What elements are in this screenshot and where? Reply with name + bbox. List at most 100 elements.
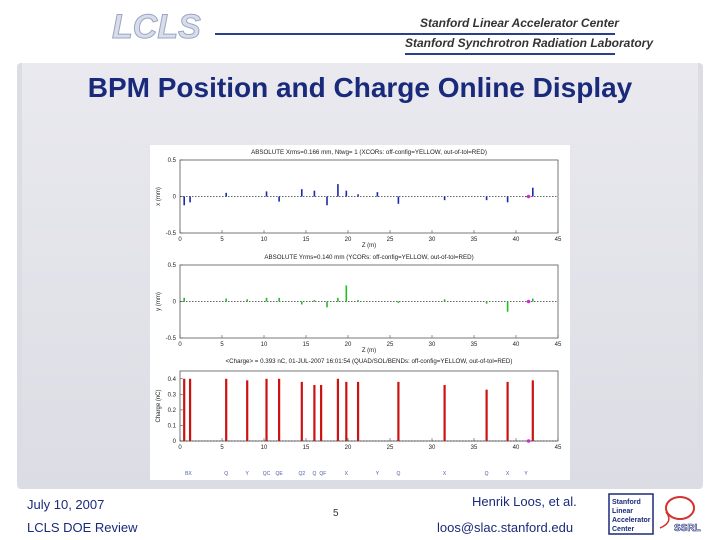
x-tick-label: 45 bbox=[555, 342, 562, 348]
x-tick-label: 25 bbox=[387, 445, 394, 451]
bar-mark bbox=[313, 385, 316, 441]
bar-mark bbox=[337, 297, 339, 302]
device-label: Y bbox=[246, 471, 250, 477]
bar-mark bbox=[188, 378, 192, 441]
slac-logo-line: Accelerator bbox=[612, 517, 651, 524]
device-label: X bbox=[443, 471, 447, 477]
bar-mark bbox=[336, 378, 340, 441]
x-tick-label: 5 bbox=[220, 237, 224, 243]
x-tick-label: 40 bbox=[513, 237, 520, 243]
x-tick-label: 35 bbox=[471, 237, 478, 243]
y-tick-label: 0 bbox=[173, 300, 177, 306]
bar-mark bbox=[320, 385, 323, 441]
bar-mark bbox=[183, 378, 186, 441]
bar-mark bbox=[246, 380, 249, 441]
ssrl-logo-text: SSRL bbox=[674, 523, 701, 534]
header-rule-bottom bbox=[405, 53, 615, 55]
bar-mark bbox=[301, 301, 303, 305]
bar-mark bbox=[357, 300, 359, 302]
footer-author: Henrik Loos, et al. bbox=[472, 494, 577, 509]
bar-mark bbox=[278, 297, 280, 302]
slac-logo-line: Center bbox=[612, 526, 634, 533]
bar-mark bbox=[225, 192, 227, 197]
bar-mark bbox=[246, 299, 248, 302]
x-tick-label: 25 bbox=[387, 342, 394, 348]
x-tick-label: 30 bbox=[429, 237, 436, 243]
bar-mark bbox=[265, 378, 268, 441]
y-tick-label: -0.5 bbox=[166, 336, 177, 342]
plot-frame bbox=[179, 370, 559, 442]
x-tick-label: 10 bbox=[261, 237, 268, 243]
slide-title: BPM Position and Charge Online Display bbox=[87, 72, 633, 103]
plot-title: ABSOLUTE Xrms=0.166 mm, Ntwg= 1 (XCORs: … bbox=[251, 149, 487, 156]
bar-mark bbox=[357, 194, 359, 197]
y-tick-label: 0.4 bbox=[168, 377, 177, 383]
bar-mark bbox=[506, 381, 509, 441]
ssrl-ring-icon bbox=[665, 496, 695, 520]
x-axis-label: Z (m) bbox=[362, 348, 376, 354]
y-tick-label: 0.2 bbox=[168, 408, 177, 414]
bar-mark bbox=[532, 187, 534, 197]
device-label: QE bbox=[276, 471, 284, 477]
slac-logo-text: Stanford Linear Accelerator Center bbox=[612, 499, 651, 533]
org-line-2: Stanford Synchrotron Radiation Laborator… bbox=[405, 36, 654, 50]
bar-mark bbox=[345, 381, 348, 441]
x-tick-label: 35 bbox=[471, 342, 478, 348]
x-tick-label: 40 bbox=[513, 445, 520, 451]
x-tick-label: 20 bbox=[345, 445, 352, 451]
device-label: Q bbox=[312, 471, 316, 477]
y-axis-label: x (mm) bbox=[156, 187, 162, 206]
bar-mark bbox=[485, 301, 488, 304]
slac-logo-box bbox=[608, 493, 654, 535]
slac-ssrl-logo: Stanford Linear Accelerator Center SSRL bbox=[608, 493, 701, 535]
y-tick-label: 0.5 bbox=[168, 263, 177, 269]
y-tick-label: 0.1 bbox=[168, 423, 177, 429]
bar-mark bbox=[326, 196, 328, 206]
y-tick-label: 0.5 bbox=[168, 158, 177, 164]
bar-mark bbox=[485, 196, 488, 201]
x-tick-label: 5 bbox=[220, 445, 224, 451]
device-label: X bbox=[506, 471, 510, 477]
y-tick-label: 0 bbox=[173, 195, 177, 201]
x-tick-label: 15 bbox=[303, 237, 310, 243]
bar-mark bbox=[278, 196, 280, 202]
x-tick-label: 10 bbox=[261, 445, 268, 451]
footer-event: LCLS DOE Review bbox=[27, 520, 138, 535]
bpm-figure: ABSOLUTE Xrms=0.166 mm, Ntwg= 1 (XCORs: … bbox=[150, 145, 570, 480]
x-tick-label: 0 bbox=[178, 342, 182, 348]
bar-mark bbox=[397, 381, 400, 441]
footer-date: July 10, 2007 bbox=[27, 497, 105, 512]
bar-mark bbox=[506, 301, 509, 312]
bar-mark bbox=[485, 389, 488, 441]
bar-mark bbox=[337, 184, 339, 197]
lcls-logo-text: LCLS bbox=[112, 8, 201, 46]
bar-mark bbox=[278, 378, 281, 441]
x-tick-label: 10 bbox=[261, 342, 268, 348]
x-tick-label: 25 bbox=[387, 237, 394, 243]
slac-logo-line: Linear bbox=[612, 508, 633, 515]
marker-point bbox=[526, 299, 531, 304]
device-label: Q2 bbox=[298, 471, 305, 477]
bar-mark bbox=[443, 196, 446, 201]
y-tick-label: -0.5 bbox=[166, 231, 177, 237]
marker-point bbox=[526, 194, 531, 199]
bar-mark bbox=[532, 298, 534, 302]
bar-mark bbox=[189, 196, 191, 203]
bar-mark bbox=[225, 378, 228, 441]
bar-mark bbox=[345, 285, 348, 302]
y-tick-label: 0 bbox=[173, 439, 177, 445]
bar-mark bbox=[356, 381, 360, 441]
x-tick-label: 0 bbox=[178, 237, 182, 243]
bar-mark bbox=[531, 380, 534, 441]
page-number: 5 bbox=[333, 508, 339, 519]
bar-mark bbox=[376, 192, 379, 197]
y-axis-label: y (mm) bbox=[156, 292, 162, 311]
device-label: Y bbox=[376, 471, 380, 477]
x-tick-label: 20 bbox=[345, 237, 352, 243]
bar-mark bbox=[265, 191, 268, 197]
bar-mark bbox=[326, 301, 328, 308]
device-label: Q bbox=[396, 471, 400, 477]
x-tick-label: 30 bbox=[429, 445, 436, 451]
y-axis-label: Charge (nC) bbox=[156, 389, 162, 422]
x-tick-label: 35 bbox=[471, 445, 478, 451]
